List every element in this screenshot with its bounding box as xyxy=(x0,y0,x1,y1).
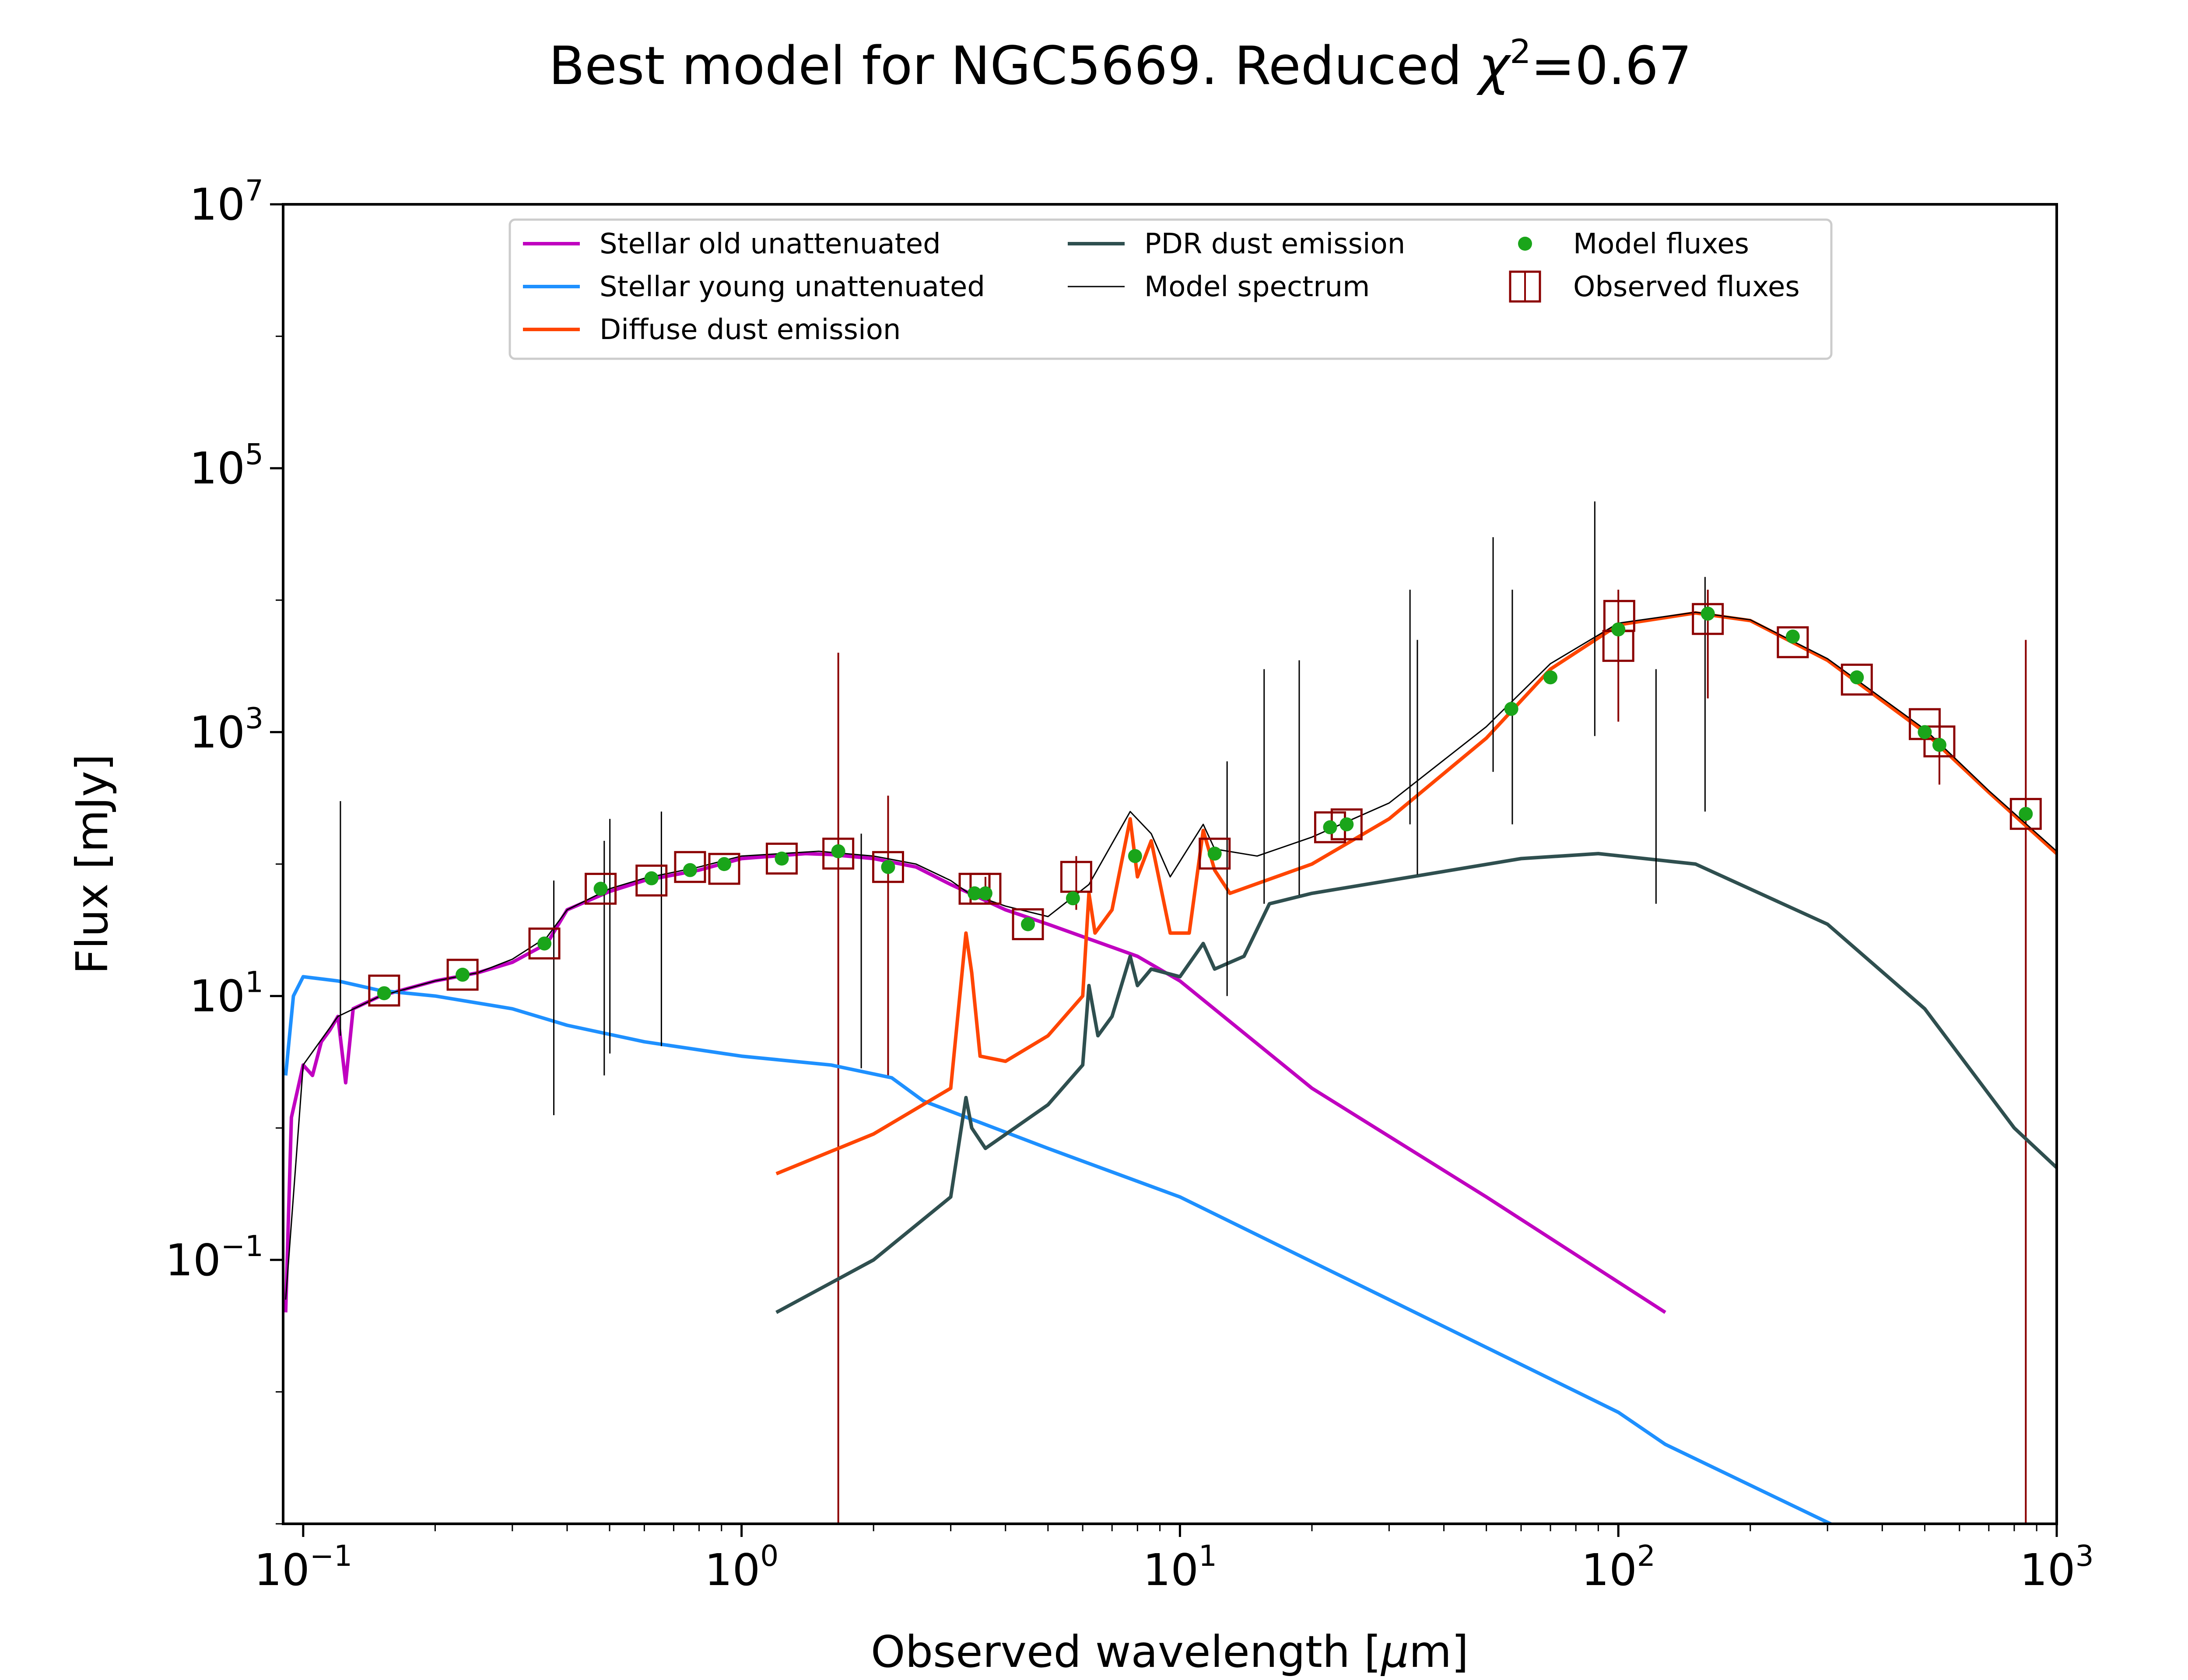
model-flux-marker xyxy=(1932,738,1946,752)
model-flux-marker xyxy=(1504,702,1518,716)
model-flux-marker xyxy=(1128,849,1142,863)
y-axis-label: Flux [mJy] xyxy=(67,754,118,974)
model-flux-marker xyxy=(978,886,992,900)
observed-flux-marker xyxy=(368,974,400,1007)
model-flux-marker xyxy=(1701,606,1715,621)
y-tick-label: 101 xyxy=(189,966,263,1022)
legend-item-stellar-young-unattenuated: Stellar young unattenuated xyxy=(523,271,985,303)
observed-flux-marker xyxy=(674,851,706,883)
legend-label: Model fluxes xyxy=(1573,228,1749,260)
model-flux-marker xyxy=(1207,847,1222,861)
legend-item-model-fluxes: Model fluxes xyxy=(1518,228,1749,260)
model-flux-marker xyxy=(1543,670,1558,685)
observed-flux-marker xyxy=(708,853,740,885)
legend-item-diffuse-dust-emission: Diffuse dust emission xyxy=(523,314,901,346)
legend-swatch xyxy=(1518,237,1532,251)
model-flux-marker xyxy=(1323,820,1337,834)
model-flux-marker xyxy=(644,871,659,886)
observed-flux-marker xyxy=(2009,798,2042,830)
model-flux-marker xyxy=(2019,807,2033,821)
observed-flux-marker xyxy=(1692,603,1724,635)
observed-flux-marker xyxy=(585,872,617,905)
series-pdr-dust-emission xyxy=(775,852,2057,1314)
model-flux-marker xyxy=(683,863,697,877)
y-tick-label: 105 xyxy=(189,438,263,494)
observed-flux-marker xyxy=(1777,626,1809,658)
observed-flux-marker xyxy=(1199,837,1231,870)
observed-flux-marker xyxy=(635,864,668,897)
model-flux-marker xyxy=(593,882,608,896)
legend-label: Model spectrum xyxy=(1144,271,1370,303)
x-axis-label: Observed wavelength [μm] xyxy=(871,1626,1469,1677)
observed-flux-marker xyxy=(822,837,855,870)
observed-flux-marker xyxy=(872,851,904,883)
model-flux-marker xyxy=(1066,891,1080,906)
x-tick-label: 10−1 xyxy=(254,1539,353,1596)
y-tick-label: 103 xyxy=(189,701,263,758)
observed-flux-marker xyxy=(446,959,479,991)
series-stellar-young-unattenuated xyxy=(284,975,1835,1524)
model-flux-marker xyxy=(456,967,470,982)
legend-box xyxy=(508,218,1833,360)
legend-item-model-spectrum: Model spectrum xyxy=(1068,271,1370,303)
x-tick-label: 102 xyxy=(1581,1539,1655,1596)
model-flux-marker xyxy=(717,857,732,871)
x-tick-label: 103 xyxy=(2020,1539,2093,1596)
plot-content xyxy=(284,501,2057,1524)
model-flux-marker xyxy=(775,851,789,866)
y-tick-label: 10−1 xyxy=(165,1229,263,1286)
legend-label: Stellar young unattenuated xyxy=(600,271,985,303)
observed-flux-marker xyxy=(1841,663,1873,696)
chart-title: Best model for NGC5669. Reduced χ2=0.67 xyxy=(549,32,1692,97)
plot-area xyxy=(284,501,2057,1524)
model-flux-marker xyxy=(1021,917,1035,931)
legend-item-observed-fluxes: Observed fluxes xyxy=(1509,270,1800,303)
observed-flux-marker xyxy=(1923,725,1956,758)
observed-flux-marker xyxy=(1012,908,1044,941)
model-flux-marker xyxy=(1850,670,1864,685)
axis-ticks: 10−1 100 101 102 103 10−1 101 103 105 107 xyxy=(165,174,2093,1596)
observed-flux-marker xyxy=(765,843,798,875)
legend: Stellar old unattenuated Stellar young un… xyxy=(508,218,1833,360)
model-flux-marker xyxy=(881,860,895,874)
legend-label: Stellar old unattenuated xyxy=(600,228,941,260)
x-tick-label: 101 xyxy=(1143,1539,1217,1596)
x-tick-label: 100 xyxy=(705,1539,778,1596)
y-tick-label: 107 xyxy=(189,174,263,230)
series-diffuse-dust-emission xyxy=(775,611,2057,1176)
model-flux-marker xyxy=(1339,817,1354,832)
model-flux-marker xyxy=(1785,629,1800,644)
legend-item-pdr-dust-emission: PDR dust emission xyxy=(1068,228,1405,260)
model-flux-marker xyxy=(1611,622,1626,637)
model-flux-marker xyxy=(968,886,982,900)
model-flux-marker xyxy=(537,936,552,951)
model-flux-marker xyxy=(831,844,845,858)
observed-flux-marker xyxy=(528,928,561,960)
legend-label: PDR dust emission xyxy=(1144,228,1405,260)
model-flux-marker xyxy=(1918,725,1932,739)
model-flux-marker xyxy=(377,986,391,1001)
legend-item-stellar-old-unattenuated: Stellar old unattenuated xyxy=(523,228,941,260)
observed-flux-marker xyxy=(1060,861,1092,893)
legend-label: Observed fluxes xyxy=(1573,271,1800,303)
legend-label: Diffuse dust emission xyxy=(600,314,901,346)
